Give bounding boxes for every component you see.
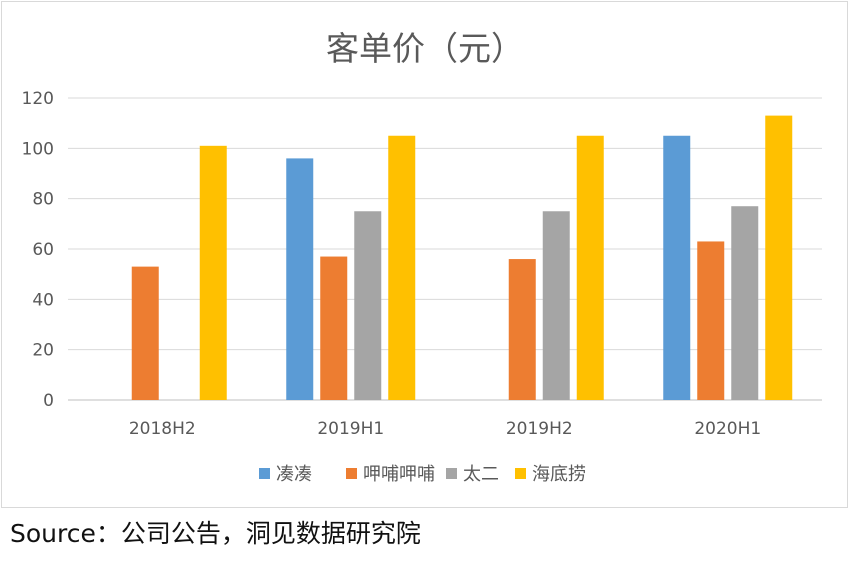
y-tick-label: 0 (43, 391, 54, 411)
bar-2018H2-3 (199, 145, 227, 400)
legend-swatch (259, 468, 270, 479)
y-axis-ticks: 0 20 40 60 80 100 120 (22, 89, 54, 411)
bar-2019H1-0 (286, 158, 314, 400)
bars (131, 115, 793, 400)
y-tick-label: 40 (32, 290, 54, 310)
y-tick-label: 80 (32, 190, 54, 210)
legend-label: 呷哺呷哺 (363, 464, 435, 485)
source-note: Source：公司公告，洞见数据研究院 (10, 519, 421, 548)
bar-chart: 客单价（元） 0 20 40 60 80 100 120 2018H2 2019H1 2019H… (22, 29, 822, 485)
x-tick-label: 2020H1 (694, 419, 761, 439)
gridlines (68, 97, 822, 401)
y-tick-label: 60 (32, 240, 54, 260)
bar-2019H1-3 (388, 135, 416, 400)
bar-2020H1-0 (663, 135, 691, 400)
y-tick-label: 120 (22, 89, 54, 109)
legend-swatch (446, 468, 457, 479)
bar-2020H1-2 (731, 206, 759, 400)
legend-label: 凑凑 (276, 464, 312, 485)
y-tick-label: 100 (22, 139, 54, 159)
chart-frame: 客单价（元） 0 20 40 60 80 100 120 2018H2 2019H1 2019H… (1, 1, 848, 508)
chart-title: 客单价（元） (326, 29, 524, 68)
x-tick-label: 2019H2 (506, 419, 573, 439)
legend-swatch (515, 468, 526, 479)
legend-label: 海底捞 (532, 464, 586, 485)
x-tick-label: 2019H1 (317, 419, 384, 439)
bar-2019H2-1 (508, 259, 536, 400)
legend-label: 太二 (463, 464, 499, 485)
bar-2020H1-3 (765, 115, 793, 400)
x-axis-ticks: 2018H2 2019H1 2019H2 2020H1 (129, 419, 761, 439)
bar-2018H2-1 (131, 266, 159, 400)
y-tick-label: 20 (32, 341, 54, 361)
bar-2019H2-2 (542, 211, 570, 400)
legend: 凑凑 呷哺呷哺 太二 海底捞 (259, 464, 586, 485)
x-tick-label: 2018H2 (129, 419, 196, 439)
bar-2019H1-2 (354, 211, 382, 400)
bar-2019H2-3 (576, 135, 604, 400)
bar-2019H1-1 (320, 256, 348, 400)
bar-2020H1-1 (697, 241, 725, 400)
legend-swatch (346, 468, 357, 479)
